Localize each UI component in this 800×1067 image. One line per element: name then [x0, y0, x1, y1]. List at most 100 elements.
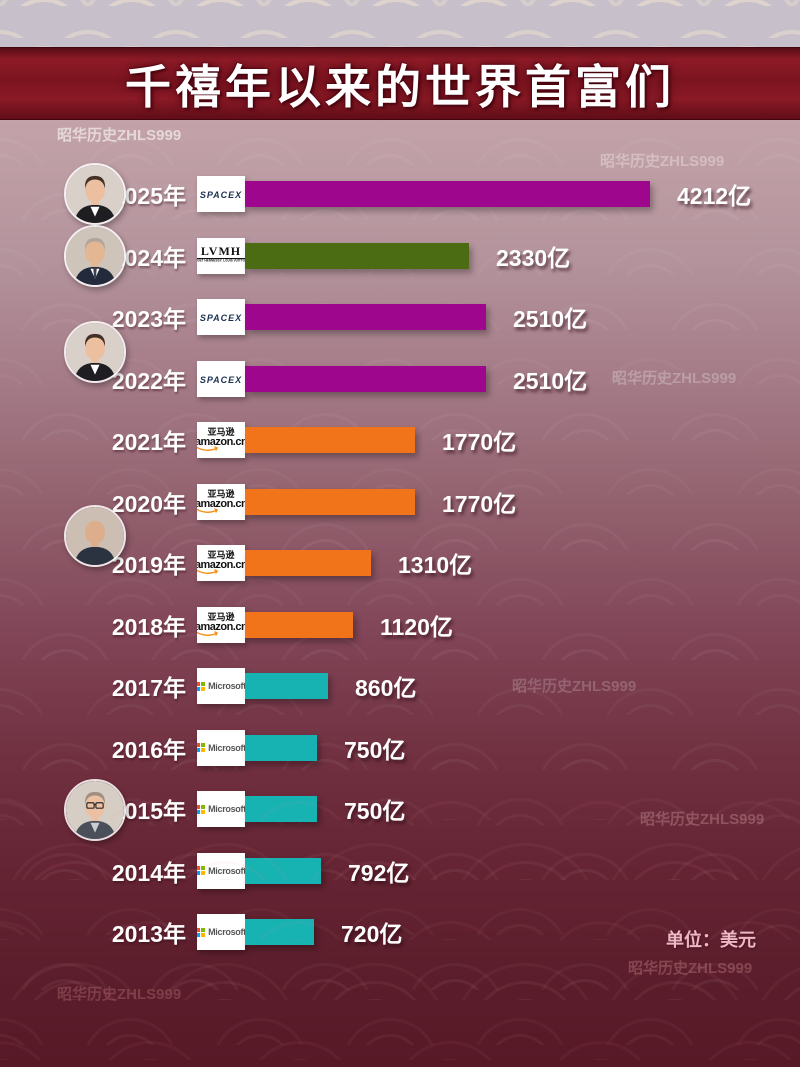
microsoft-logo: Microsoft: [197, 866, 245, 876]
lvmh-logo-text: LVMH: [197, 245, 245, 259]
microsoft-logo: Microsoft: [197, 729, 245, 766]
amazon-smile-icon: [197, 446, 219, 451]
microsoft-logo: Microsoft: [197, 743, 245, 753]
year-label: 2021年: [111, 429, 186, 455]
microsoft-logo-text: Microsoft: [208, 681, 245, 691]
chart-row: 2017年 Microsoft 860亿: [0, 662, 800, 710]
amazon-cn-text: 亚马逊: [207, 611, 235, 622]
bar: [245, 734, 317, 761]
value-label: 2510亿: [513, 306, 588, 332]
wave-pattern-strip: [0, 0, 800, 47]
year-label: 2019年: [111, 552, 186, 578]
bar: [245, 488, 415, 515]
amazon-cn-text: 亚马逊: [207, 427, 235, 437]
chart-row: 2021年 亚马逊 amazon.cn 1770亿: [0, 416, 800, 464]
bar: [245, 611, 353, 638]
year-label: 2022年: [111, 367, 186, 394]
spacex-logo-text: SPACEX: [199, 374, 243, 385]
microsoft-squares-icon: [197, 804, 206, 814]
value-label: 1770亿: [442, 490, 517, 517]
amazon-logo-text: amazon.cn: [197, 620, 245, 633]
microsoft-logo-text: Microsoft: [208, 865, 245, 876]
bar: [245, 427, 415, 453]
microsoft-logo: Microsoft: [197, 852, 245, 889]
amazon-logo: 亚马逊 amazon.cn: [197, 545, 245, 581]
watermark: 昭华历史ZHLS999: [628, 960, 753, 977]
microsoft-squares-icon: [197, 681, 206, 691]
value-label: 750亿: [344, 798, 406, 824]
amazon-smile-icon: [197, 569, 219, 574]
amazon-logo: 亚马逊 amazon.cn: [197, 606, 245, 643]
microsoft-logo: Microsoft: [197, 681, 245, 691]
page-title: 千禧年以来的世界首富们: [125, 59, 675, 114]
avatar-jeff-bezos: [64, 505, 126, 567]
spacex-logo: SPACEX: [197, 360, 245, 397]
amazon-logo: 亚马逊 amazon.cn: [197, 483, 245, 520]
bar: [245, 796, 317, 822]
lvmh-logo-subtext: MOËT HENNESSY. LOUIS VUITTON: [197, 259, 245, 263]
value-label: 792亿: [348, 859, 410, 886]
bar: [245, 857, 321, 884]
avatar-elon-musk: [64, 321, 126, 383]
watermark: 昭华历史ZHLS999: [600, 153, 725, 170]
amazon-logo-text: amazon.cn: [197, 497, 245, 510]
spacex-logo-text: SPACEX: [199, 313, 243, 323]
microsoft-squares-icon: [197, 866, 206, 875]
chart-row: 2013年 Microsoft 720亿: [0, 908, 800, 956]
value-label: 1310亿: [398, 552, 473, 578]
unit-label: 单位：美元: [666, 930, 756, 950]
bar: [245, 365, 486, 392]
value-label: 1120亿: [380, 613, 453, 640]
watermark: 昭华历史ZHLS999: [57, 127, 182, 144]
microsoft-logo-text: Microsoft: [208, 927, 245, 937]
microsoft-logo-text: Microsoft: [208, 742, 245, 753]
chart-row: 2018年 亚马逊 amazon.cn 1120亿: [0, 601, 800, 649]
chart-row: 2019年 亚马逊 amazon.cn 1310亿: [0, 539, 800, 587]
year-label: 2023年: [111, 306, 186, 332]
amazon-smile-icon: [197, 507, 219, 513]
chart-row: 2023年 SPACEX 2510亿: [0, 293, 800, 341]
value-label: 2330亿: [496, 244, 571, 271]
microsoft-logo-text: Microsoft: [208, 804, 245, 814]
bar: [245, 304, 486, 330]
amazon-cn-text: 亚马逊: [207, 488, 235, 499]
value-label: 750亿: [344, 736, 406, 763]
microsoft-logo: Microsoft: [197, 668, 245, 704]
value-label: 860亿: [355, 675, 417, 701]
year-label: 2013年: [111, 921, 186, 947]
spacex-logo-text: SPACEX: [199, 190, 243, 200]
microsoft-squares-icon: [197, 927, 206, 937]
watermark: 昭华历史ZHLS999: [57, 986, 182, 1003]
microsoft-logo: Microsoft: [197, 927, 245, 937]
value-label: 1770亿: [442, 429, 517, 455]
microsoft-logo: Microsoft: [197, 791, 245, 827]
value-label: 2510亿: [513, 367, 588, 394]
microsoft-squares-icon: [197, 743, 206, 752]
year-label: 2016年: [111, 736, 186, 763]
bar: [245, 919, 314, 945]
spacex-logo: SPACEX: [197, 176, 245, 212]
year-label: 2017年: [111, 675, 186, 701]
avatar-elon-musk: [64, 163, 126, 225]
microsoft-logo: Microsoft: [197, 914, 245, 950]
amazon-logo: 亚马逊 amazon.cn: [197, 422, 245, 458]
chart-row: 2020年 亚马逊 amazon.cn 1770亿: [0, 478, 800, 526]
chart-row: 2014年 Microsoft 792亿: [0, 847, 800, 895]
amazon-cn-text: 亚马逊: [207, 550, 235, 560]
value-label: 720亿: [341, 921, 403, 947]
amazon-logo-text: amazon.cn: [197, 559, 245, 571]
year-label: 2020年: [111, 490, 186, 517]
bar: [245, 673, 328, 699]
bar: [245, 550, 371, 576]
spacex-logo: SPACEX: [197, 299, 245, 335]
bar: [245, 181, 650, 207]
bar: [245, 242, 469, 269]
year-label: 2018年: [111, 613, 186, 640]
microsoft-logo: Microsoft: [197, 804, 245, 814]
value-label: 4212亿: [677, 183, 752, 209]
title-banner: 千禧年以来的世界首富们: [0, 47, 800, 120]
year-label: 2014年: [111, 859, 186, 886]
avatar-bill-gates: [64, 779, 126, 841]
chart-row: 2022年 SPACEX 2510亿: [0, 355, 800, 403]
